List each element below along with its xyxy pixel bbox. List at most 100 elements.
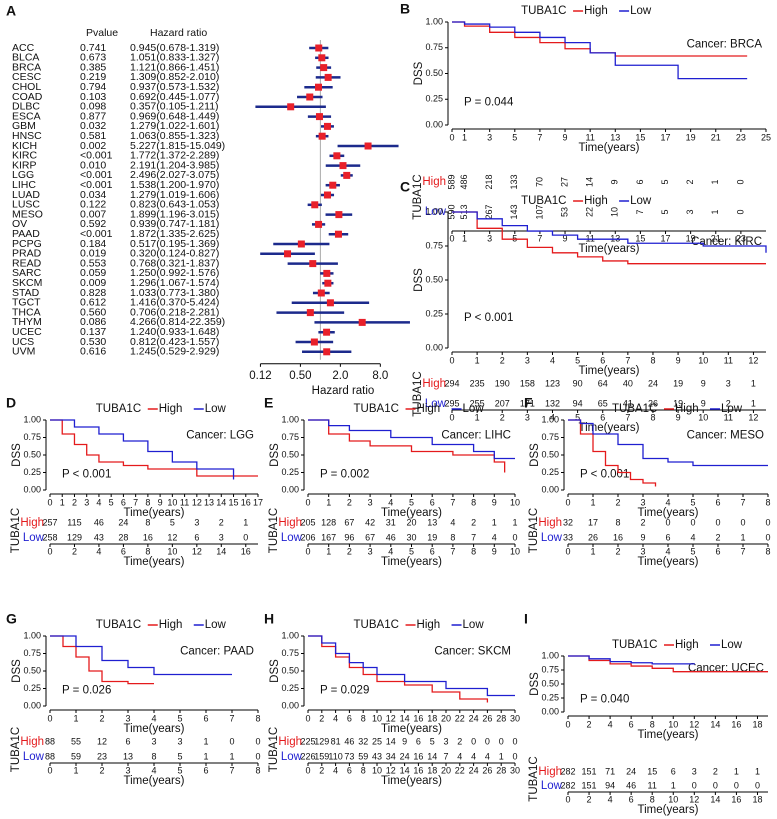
y-tick-label: 1.00 — [23, 414, 41, 424]
x-tick-label: 4 — [608, 719, 613, 729]
hazard-ratio: 0.937(0.573-1.532) — [130, 81, 219, 93]
risk-count: 0 — [690, 517, 695, 527]
y-tick-label: 0.75 — [23, 648, 41, 658]
risk-count: 4 — [450, 517, 455, 527]
risk-count: 1 — [499, 751, 504, 761]
risk-count: 3 — [151, 736, 156, 746]
hazard-point — [287, 103, 295, 111]
risk-time-label: 10 — [167, 546, 177, 556]
risk-row-label: High — [20, 517, 44, 529]
risk-time-label: 0 — [305, 546, 310, 556]
cancer-label: BRCA — [12, 61, 41, 73]
cancer-label: Cancer: UCEC — [688, 662, 764, 674]
risk-count: 486 — [459, 174, 469, 189]
hazard-ratio: 1.416(0.370-5.424) — [130, 297, 219, 309]
x-tick-label: 5 — [575, 355, 580, 365]
risk-count: 53 — [559, 207, 569, 217]
survival-curve — [568, 655, 768, 673]
risk-count: 46 — [94, 517, 104, 527]
risk-count: 9 — [610, 179, 620, 184]
survival-curve — [308, 635, 515, 697]
y-tick-label: 0.50 — [281, 665, 299, 675]
risk-time-label: 8 — [471, 546, 476, 556]
x-tick-label: 9 — [492, 497, 497, 507]
x-tick-label: 12 — [192, 497, 202, 507]
risk-time-label: 4 — [151, 765, 156, 775]
risk-count: 589 — [446, 174, 456, 189]
risk-time-label: 17 — [661, 233, 671, 243]
risk-time-label: 8 — [650, 412, 655, 422]
risk-count: 14 — [585, 177, 595, 187]
risk-count: 25 — [372, 736, 382, 746]
x-tick-label: 12 — [386, 713, 396, 723]
risk-time-label: 7 — [537, 233, 542, 243]
cancer-label: KIRC — [12, 150, 38, 162]
risk-row-label: Low — [23, 751, 45, 763]
x-tick-label: 2.0 — [332, 370, 348, 382]
risk-count: 5 — [660, 209, 670, 214]
risk-time-label: 10 — [668, 794, 678, 804]
risk-count: 43 — [372, 751, 382, 761]
risk-time-label: 8 — [361, 765, 366, 775]
risk-time-label: 0 — [449, 412, 454, 422]
y-tick-label: 0.25 — [541, 467, 559, 477]
legend-label: High — [159, 403, 183, 415]
legend-title: TUBA1C — [96, 619, 141, 631]
survival-curve — [452, 211, 767, 253]
risk-row-label: High — [538, 517, 562, 529]
y-tick-label: 0.00 — [281, 700, 299, 710]
risk-count: 132 — [545, 398, 560, 408]
risk-count: 41 — [623, 398, 633, 408]
x-tick-label: 2 — [72, 497, 77, 507]
x-tick-label: 12 — [748, 355, 758, 365]
risk-count: 0 — [735, 209, 745, 214]
p-value: 0.530 — [80, 336, 106, 348]
risk-time-label: 10 — [698, 412, 708, 422]
y-tick-label: 0.75 — [281, 432, 299, 442]
p-value: 0.034 — [80, 189, 106, 201]
y-tick-label: 0.50 — [23, 665, 41, 675]
risk-count: 282 — [560, 780, 575, 790]
risk-time-label: 3 — [487, 233, 492, 243]
x-tick-label: 4 — [151, 713, 156, 723]
risk-count: 0 — [471, 736, 476, 746]
risk-time-label: 0 — [449, 233, 454, 243]
y-tick-label: 0.25 — [281, 467, 299, 477]
y-tick-label: 0.75 — [23, 432, 41, 442]
risk-count: 27 — [559, 177, 569, 187]
risk-count: 7 — [443, 751, 448, 761]
cancer-label: LUAD — [12, 189, 40, 201]
risk-time-label: 8 — [145, 546, 150, 556]
cancer-label: SKCM — [12, 277, 42, 289]
hazard-ratio: 4.266(0.814-22.359) — [130, 316, 225, 328]
y-tick-label: 0.75 — [425, 42, 443, 52]
hazard-point — [343, 171, 351, 179]
x-tick-label: 9 — [158, 497, 163, 507]
hazard-point — [315, 113, 323, 121]
x-tick-label: 10 — [698, 355, 708, 365]
hazard-ratio: 1.250(0.992-1.576) — [130, 267, 219, 279]
risk-time-label: 7 — [740, 546, 745, 556]
x-tick-label: 4 — [665, 497, 670, 507]
panel-letter: B — [400, 1, 410, 17]
p-value: <0.001 — [80, 150, 113, 162]
risk-time-label: 22 — [455, 765, 465, 775]
risk-time-label: 10 — [510, 546, 520, 556]
risk-count: 205 — [300, 517, 315, 527]
p-value: 0.086 — [80, 316, 106, 328]
risk-count: 6 — [194, 532, 199, 542]
p-value: P = 0.026 — [62, 685, 111, 697]
risk-count: 46 — [344, 736, 354, 746]
risk-count: 258 — [42, 532, 57, 542]
hazard-ratio: 1.772(1.372-2.289) — [130, 150, 219, 162]
risk-count: 9 — [701, 378, 706, 388]
x-axis-label: Time(years) — [579, 142, 640, 154]
risk-count: 128 — [321, 517, 336, 527]
risk-count: 129 — [67, 532, 82, 542]
risk-time-label: 14 — [710, 794, 720, 804]
risk-time-label: 23 — [736, 233, 746, 243]
risk-time-label: 0 — [47, 765, 52, 775]
risk-count: 26 — [648, 398, 658, 408]
x-axis-label: Hazard ratio — [312, 385, 375, 397]
panel-letter: D — [6, 395, 16, 411]
